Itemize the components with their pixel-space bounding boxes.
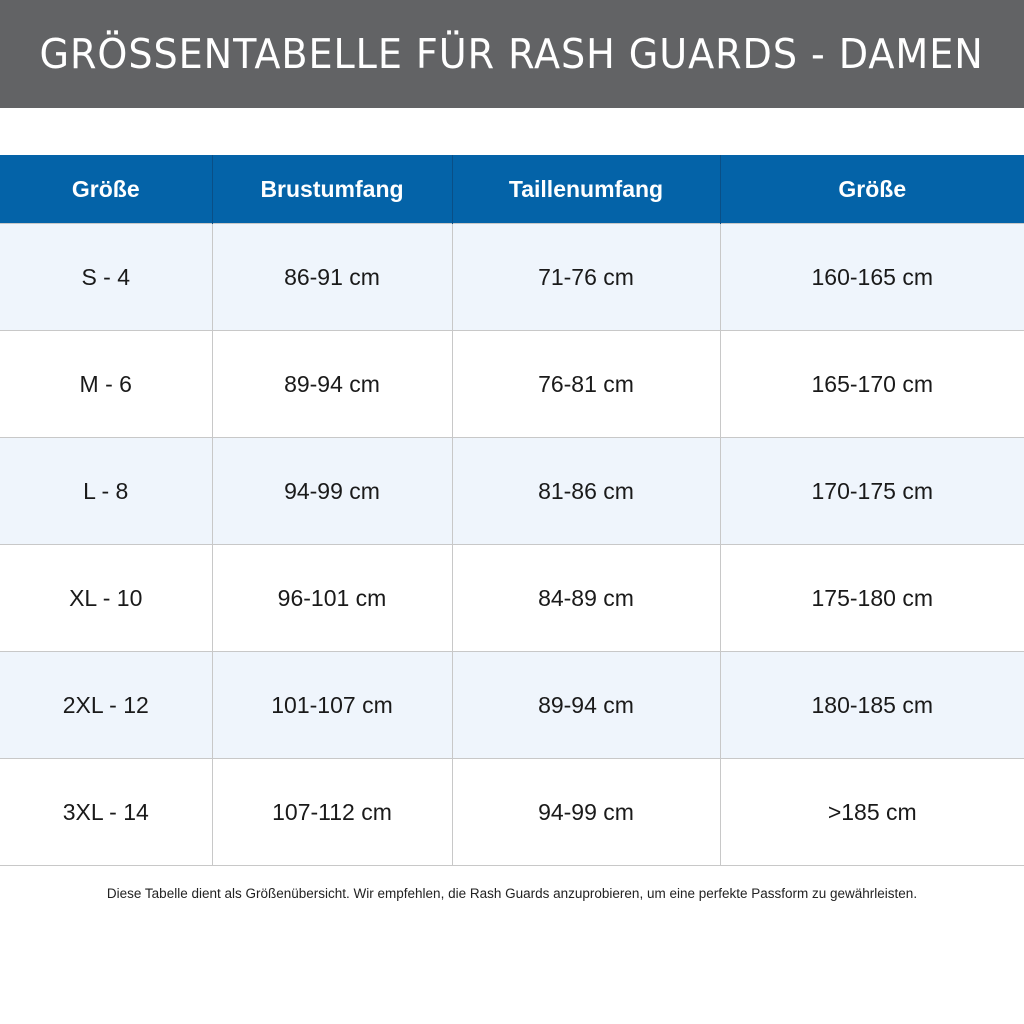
- table-cell: 107-112 cm: [211, 758, 453, 866]
- table-row: XL - 10 96-101 cm 84-89 cm 175-180 cm: [0, 544, 1024, 652]
- table-row: 2XL - 12 101-107 cm 89-94 cm 180-185 cm: [0, 651, 1024, 759]
- table-cell: >185 cm: [719, 758, 1024, 866]
- table-row: 3XL - 14 107-112 cm 94-99 cm >185 cm: [0, 758, 1024, 866]
- table-cell: 175-180 cm: [719, 544, 1024, 652]
- table-cell: L - 8: [0, 437, 213, 545]
- footnote: Diese Tabelle dient als Größenübersicht.…: [106, 886, 918, 901]
- column-header: Brustumfang: [211, 155, 452, 224]
- table-cell: 170-175 cm: [719, 437, 1024, 545]
- table-cell: 3XL - 14: [0, 758, 213, 866]
- table-cell: 89-94 cm: [211, 330, 453, 438]
- table-cell: M - 6: [0, 330, 213, 438]
- column-header: Taillenumfang: [451, 155, 720, 224]
- table-cell: 89-94 cm: [451, 651, 721, 759]
- table-cell: 94-99 cm: [211, 437, 453, 545]
- table-cell: 76-81 cm: [451, 330, 721, 438]
- table-cell: 86-91 cm: [211, 223, 453, 331]
- column-header: Größe: [719, 155, 1024, 224]
- header-row: Größe Brustumfang Taillenumfang Größe: [0, 155, 1024, 224]
- title-bar: GRÖSSENTABELLE FÜR RASH GUARDS - DAMEN: [0, 0, 1024, 108]
- table-row: S - 4 86-91 cm 71-76 cm 160-165 cm: [0, 223, 1024, 331]
- table-cell: 180-185 cm: [719, 651, 1024, 759]
- table-row: L - 8 94-99 cm 81-86 cm 170-175 cm: [0, 437, 1024, 545]
- table-row: M - 6 89-94 cm 76-81 cm 165-170 cm: [0, 330, 1024, 438]
- table-cell: 94-99 cm: [451, 758, 721, 866]
- table-cell: 165-170 cm: [719, 330, 1024, 438]
- table-cell: 84-89 cm: [451, 544, 721, 652]
- column-header: Größe: [0, 155, 212, 224]
- table-cell: 81-86 cm: [451, 437, 721, 545]
- table-cell: 96-101 cm: [211, 544, 453, 652]
- table-cell: 160-165 cm: [719, 223, 1024, 331]
- table-cell: XL - 10: [0, 544, 213, 652]
- table-cell: 101-107 cm: [211, 651, 453, 759]
- size-table: Größe Brustumfang Taillenumfang Größe S - 4…: [0, 155, 1024, 866]
- table-cell: 2XL - 12: [0, 651, 213, 759]
- table-cell: 71-76 cm: [451, 223, 721, 331]
- table-cell: S - 4: [0, 223, 213, 331]
- page-title: GRÖSSENTABELLE FÜR RASH GUARDS - DAMEN: [39, 30, 985, 78]
